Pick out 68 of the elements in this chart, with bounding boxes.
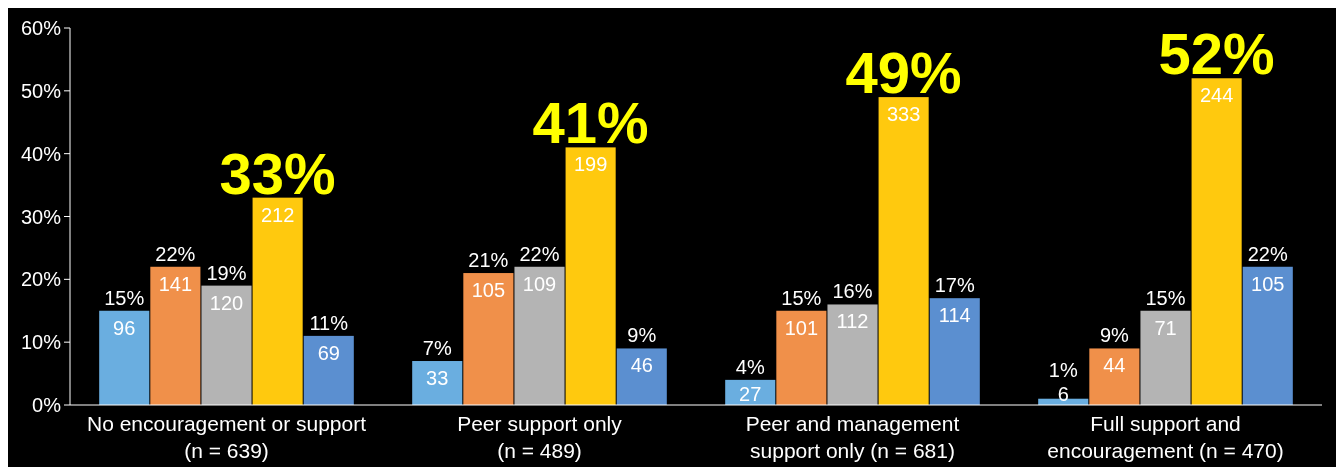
annotation: 44 (1103, 354, 1126, 377)
x-tick-label: Full support and encouragement (n = 470) (1047, 412, 1284, 462)
bar (565, 147, 616, 405)
data-label: 22% (519, 242, 560, 265)
bar (252, 197, 303, 405)
data-label: 11% (309, 311, 349, 334)
y-tick-label: 50% (20, 79, 62, 102)
annotation: 114 (938, 304, 971, 327)
annotation: 333 (886, 103, 921, 126)
bar (463, 273, 514, 405)
annotation: 199 (573, 153, 608, 176)
bar (99, 310, 150, 405)
annotation: 52% (1158, 21, 1275, 87)
data-label: 9% (627, 324, 657, 347)
data-label: 22% (155, 242, 196, 265)
bar (201, 285, 252, 405)
annotation: 49% (845, 40, 962, 106)
data-label: 22% (1247, 242, 1288, 265)
x-tick-label: Peer and management support only (n = 681) (745, 412, 960, 462)
y-tick-label: 10% (20, 331, 62, 354)
annotation: 46 (630, 354, 653, 377)
annotation: 141 (158, 272, 193, 295)
x-tick-label: Peer support only (n = 489) (457, 412, 623, 462)
annotation: 101 (784, 316, 819, 339)
data-label: 9% (1099, 324, 1130, 347)
annotation: 69 (317, 341, 340, 364)
bar (616, 348, 667, 405)
annotation: 33 (426, 367, 449, 390)
y-tick-label: 20% (20, 268, 62, 291)
data-label: 7% (422, 337, 452, 360)
annotation: 27 (739, 383, 762, 405)
bar (1191, 78, 1242, 405)
bar (303, 335, 354, 405)
data-label: 19% (206, 261, 247, 284)
y-tick-label: 60% (20, 17, 62, 39)
annotation: 105 (1251, 272, 1285, 295)
annotation: 41% (532, 90, 649, 156)
y-tick-label: 40% (20, 142, 62, 165)
y-tick-label: 30% (20, 205, 62, 228)
annotation: 105 (471, 279, 506, 302)
data-label: 15% (1145, 286, 1186, 309)
bar (1140, 310, 1191, 405)
annotation: 112 (836, 310, 869, 333)
annotation: 96 (113, 316, 136, 339)
data-label: 1% (1048, 359, 1078, 381)
data-label: 15% (104, 286, 145, 309)
annotation: 212 (260, 203, 295, 226)
bar (1089, 348, 1140, 405)
annotation: 109 (522, 272, 557, 295)
data-label: 15% (781, 286, 822, 309)
bar (827, 304, 878, 405)
bar (878, 97, 929, 405)
y-tick-label: 0% (32, 394, 62, 416)
bar (1242, 266, 1293, 405)
data-label: 21% (468, 249, 509, 272)
data-label: 16% (832, 280, 873, 303)
bar (514, 266, 565, 405)
annotation: 71 (1154, 316, 1177, 339)
annotation: 120 (209, 291, 244, 314)
bar (929, 298, 980, 405)
x-tick-label: No encouragement or support (n = 639) (87, 412, 367, 462)
data-label: 17% (934, 274, 975, 297)
bar (776, 310, 827, 405)
data-label: 4% (735, 355, 765, 378)
annotation: 244 (1199, 84, 1234, 107)
bar (150, 266, 201, 405)
annotation: 33% (219, 140, 336, 206)
bar (412, 361, 463, 405)
